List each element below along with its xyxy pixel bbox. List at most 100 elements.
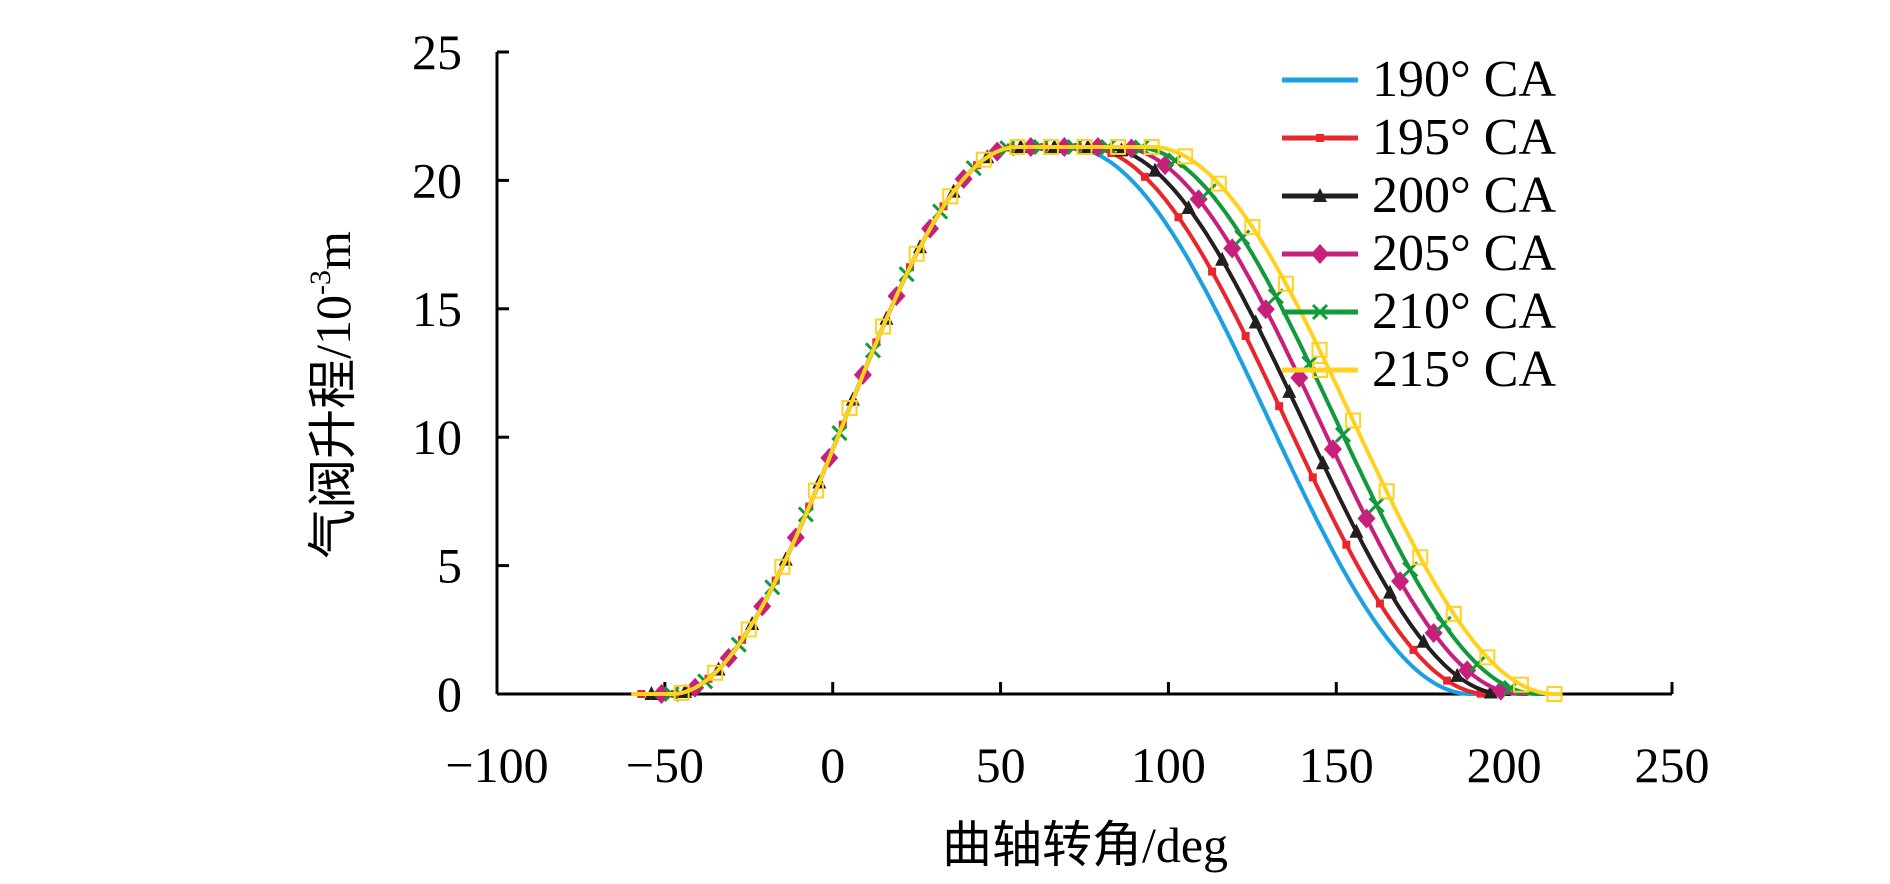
series-marker [774,558,791,575]
series-marker [1290,367,1309,388]
series-marker [1256,299,1275,320]
series-marker [707,664,724,681]
legend-item: 205° CA [1282,225,1556,282]
series-marker [1450,667,1465,682]
series-layer [631,137,1563,704]
legend-label: 195° CA [1372,109,1556,166]
x-tick-label: 250 [1635,737,1710,793]
series-marker [1311,341,1328,358]
series-marker [1140,172,1149,181]
series-marker [1409,645,1418,654]
series-marker [1435,615,1452,632]
x-tick-label: 150 [1299,737,1374,793]
legend-label: 190° CA [1372,51,1556,108]
series-marker [1189,189,1208,210]
series-marker [1483,684,1498,699]
x-tick-label: 100 [1131,737,1206,793]
series-marker [1308,473,1317,482]
series-marker [1323,439,1342,460]
series-marker [1244,219,1261,236]
legend-swatch-marker [1311,244,1329,264]
series-marker [1076,139,1093,156]
series-marker [1334,426,1352,443]
legend-label: 210° CA [1372,283,1556,340]
series-marker [975,151,992,168]
series-marker [908,245,925,262]
series-marker [1143,139,1160,156]
series-marker [1383,584,1397,599]
series-marker [1110,139,1127,156]
series-marker [1248,314,1263,329]
series-marker [1200,183,1217,200]
series-5 [631,139,1563,702]
series-marker [1156,155,1175,176]
x-tick-label: 50 [976,737,1026,793]
legend-item: 200° CA [1282,167,1556,224]
series-marker [1345,412,1362,429]
series-marker [1210,175,1227,192]
series-marker [1458,660,1477,681]
series-marker [1445,605,1462,622]
x-tick-label: −100 [445,737,548,793]
series-marker [1349,523,1364,538]
x-ticks: −100 −50 0 50 100 150 200 250 [445,682,1710,793]
legend-label: 215° CA [1372,341,1556,398]
legend-label: 205° CA [1372,225,1556,282]
x-tick-label: −50 [626,737,704,793]
series-marker [1479,649,1496,666]
series-marker [1368,496,1385,514]
legend-item: 210° CA [1282,283,1556,340]
series-marker [1375,599,1384,608]
series-marker [1378,483,1395,500]
series-marker [1282,383,1297,398]
series-marker [807,482,824,499]
legend-swatch-marker [1311,303,1329,321]
series-marker [1412,549,1429,566]
legend-swatch-marker [1313,188,1327,202]
series-marker [1469,656,1486,673]
legend-item: 215° CA [1282,341,1556,398]
series-marker [1277,275,1294,292]
legend-swatch-marker [1316,134,1324,142]
series-marker [1476,689,1485,698]
series-marker [1042,139,1059,156]
series-marker [1443,676,1452,685]
series-line [631,145,1562,696]
y-tick-label: 10 [412,409,462,465]
series-marker [841,399,858,416]
series-marker [1009,139,1026,156]
series-1 [631,143,1495,698]
series-marker [1148,162,1162,177]
series-marker [740,621,757,638]
series-marker [1208,267,1217,276]
y-tick-label: 25 [412,24,462,80]
series-marker [1546,686,1563,702]
series-marker [1315,455,1330,470]
y-ticks: 0 5 10 15 20 25 [412,24,509,722]
legend-item: 190° CA [1282,51,1556,108]
series-marker [1174,213,1183,222]
legend-swatch-marker [1312,362,1328,378]
x-tick-label: 200 [1467,737,1542,793]
y-tick-label: 0 [437,666,462,722]
y-tick-label: 15 [412,281,462,337]
series-marker [673,684,690,701]
series-marker [1234,229,1251,246]
series-marker [1241,331,1250,340]
series-marker [875,318,892,335]
series-marker [1181,199,1196,214]
series-marker [1177,148,1194,165]
y-axis-title-unit: m [305,231,361,270]
x-axis-title: 曲轴转角/deg [942,817,1228,873]
series-marker [1275,402,1284,411]
series-marker [1215,251,1230,266]
legend-item: 195° CA [1282,109,1556,166]
y-axis-title: 气阀升程/10-3m [304,231,361,559]
y-axis-title-main: 气阀升程/10 [305,295,361,559]
series-marker [1416,633,1431,648]
y-tick-label: 5 [437,538,462,594]
y-tick-label: 20 [412,152,462,208]
series-marker [942,188,959,205]
